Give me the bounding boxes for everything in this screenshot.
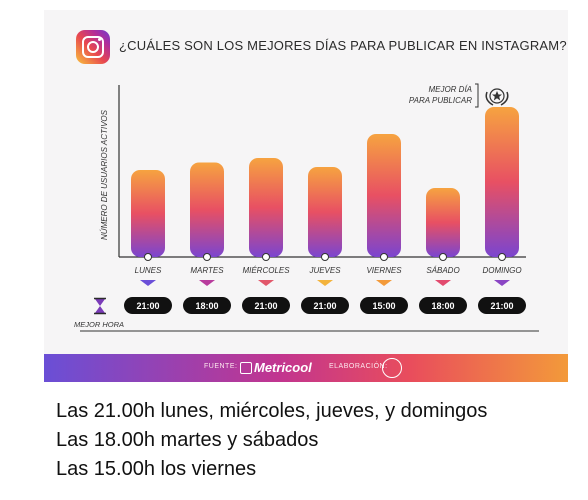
arrow-domingo [494, 280, 510, 286]
x-tick-jueves: JUEVES [308, 266, 341, 275]
bar-domingo [485, 107, 519, 257]
bar-sabado [426, 188, 460, 257]
brand-name: Metricool [254, 360, 312, 375]
metricool-logo-icon [240, 362, 252, 374]
hour-label-viernes: 15:00 [372, 301, 395, 311]
laurel-star-icon [485, 88, 509, 106]
x-tick-lunes: LUNES [135, 266, 162, 275]
source-label: FUENTE: [204, 363, 238, 370]
hour-pill-jueves [301, 297, 349, 314]
hour-label-domingo: 21:00 [490, 301, 513, 311]
best-day-label-2: PARA PUBLICAR [409, 96, 472, 105]
x-tick-martes: MARTES [190, 266, 224, 275]
arrow-miercoles [258, 280, 274, 286]
bar-jueves [308, 167, 342, 257]
axis-marker-viernes [380, 253, 388, 261]
hourglass-icon [94, 297, 106, 315]
hour-pill-martes [183, 297, 231, 314]
axis-marker-sabado [439, 253, 447, 261]
hour-label-jueves: 21:00 [313, 301, 336, 311]
bar-miercoles [249, 158, 283, 257]
caption-line-3: Las 15.00h los viernes [56, 458, 257, 480]
axis-marker-lunes [144, 253, 152, 261]
best-day-bracket [475, 83, 479, 108]
hour-pill-domingo [478, 297, 526, 314]
chart-title: ¿CUÁLES SON LOS MEJORES DÍAS PARA PUBLIC… [119, 38, 567, 53]
bar-viernes [367, 134, 401, 257]
agency-seal-icon [382, 358, 402, 378]
x-tick-domingo: DOMINGO [482, 266, 521, 275]
instagram-icon [76, 30, 110, 64]
axis-marker-miercoles [262, 253, 270, 261]
hour-label-lunes: 21:00 [136, 301, 159, 311]
hour-label-sabado: 18:00 [431, 301, 454, 311]
footer-bar: FUENTE: Metricool ELABORACIÓN: [44, 354, 568, 382]
axis-marker-domingo [498, 253, 506, 261]
y-axis-label: NÚMERO DE USUARIOS ACTIVOS [100, 109, 109, 240]
x-tick-viernes: VIERNES [366, 266, 402, 275]
y-axis-label-group: NÚMERO DE USUARIOS ACTIVOS [100, 109, 109, 240]
arrow-martes [199, 280, 215, 286]
hour-label-martes: 18:00 [195, 301, 218, 311]
caption-line-2: Las 18.00h martes y sábados [56, 429, 319, 451]
hour-label-miercoles: 21:00 [254, 301, 277, 311]
hour-pill-viernes [360, 297, 408, 314]
hour-pill-lunes [124, 297, 172, 314]
arrow-sabado [435, 280, 451, 286]
caption-line-1: Las 21.00h lunes, miércoles, jueves, y d… [56, 400, 488, 422]
hour-pill-miercoles [242, 297, 290, 314]
best-hour-label: MEJOR HORA [74, 320, 124, 329]
hour-pill-sabado [419, 297, 467, 314]
arrow-lunes [140, 280, 156, 286]
axis-marker-martes [203, 253, 211, 261]
arrow-viernes [376, 280, 392, 286]
axis-marker-jueves [321, 253, 329, 261]
x-tick-miercoles: MIÉRCOLES [242, 266, 290, 275]
bar-chart: NÚMERO DE USUARIOS ACTIVOS LUNES 21:00 MAR… [74, 83, 539, 332]
infographic-card: ¿CUÁLES SON LOS MEJORES DÍAS PARA PUBLIC… [44, 10, 568, 382]
best-day-label-1: MEJOR DÍA [428, 85, 472, 94]
x-tick-sabado: SÁBADO [426, 266, 459, 275]
bar-lunes [131, 170, 165, 257]
made-by-label: ELABORACIÓN: [329, 363, 388, 370]
bar-martes [190, 162, 224, 257]
arrow-jueves [317, 280, 333, 286]
